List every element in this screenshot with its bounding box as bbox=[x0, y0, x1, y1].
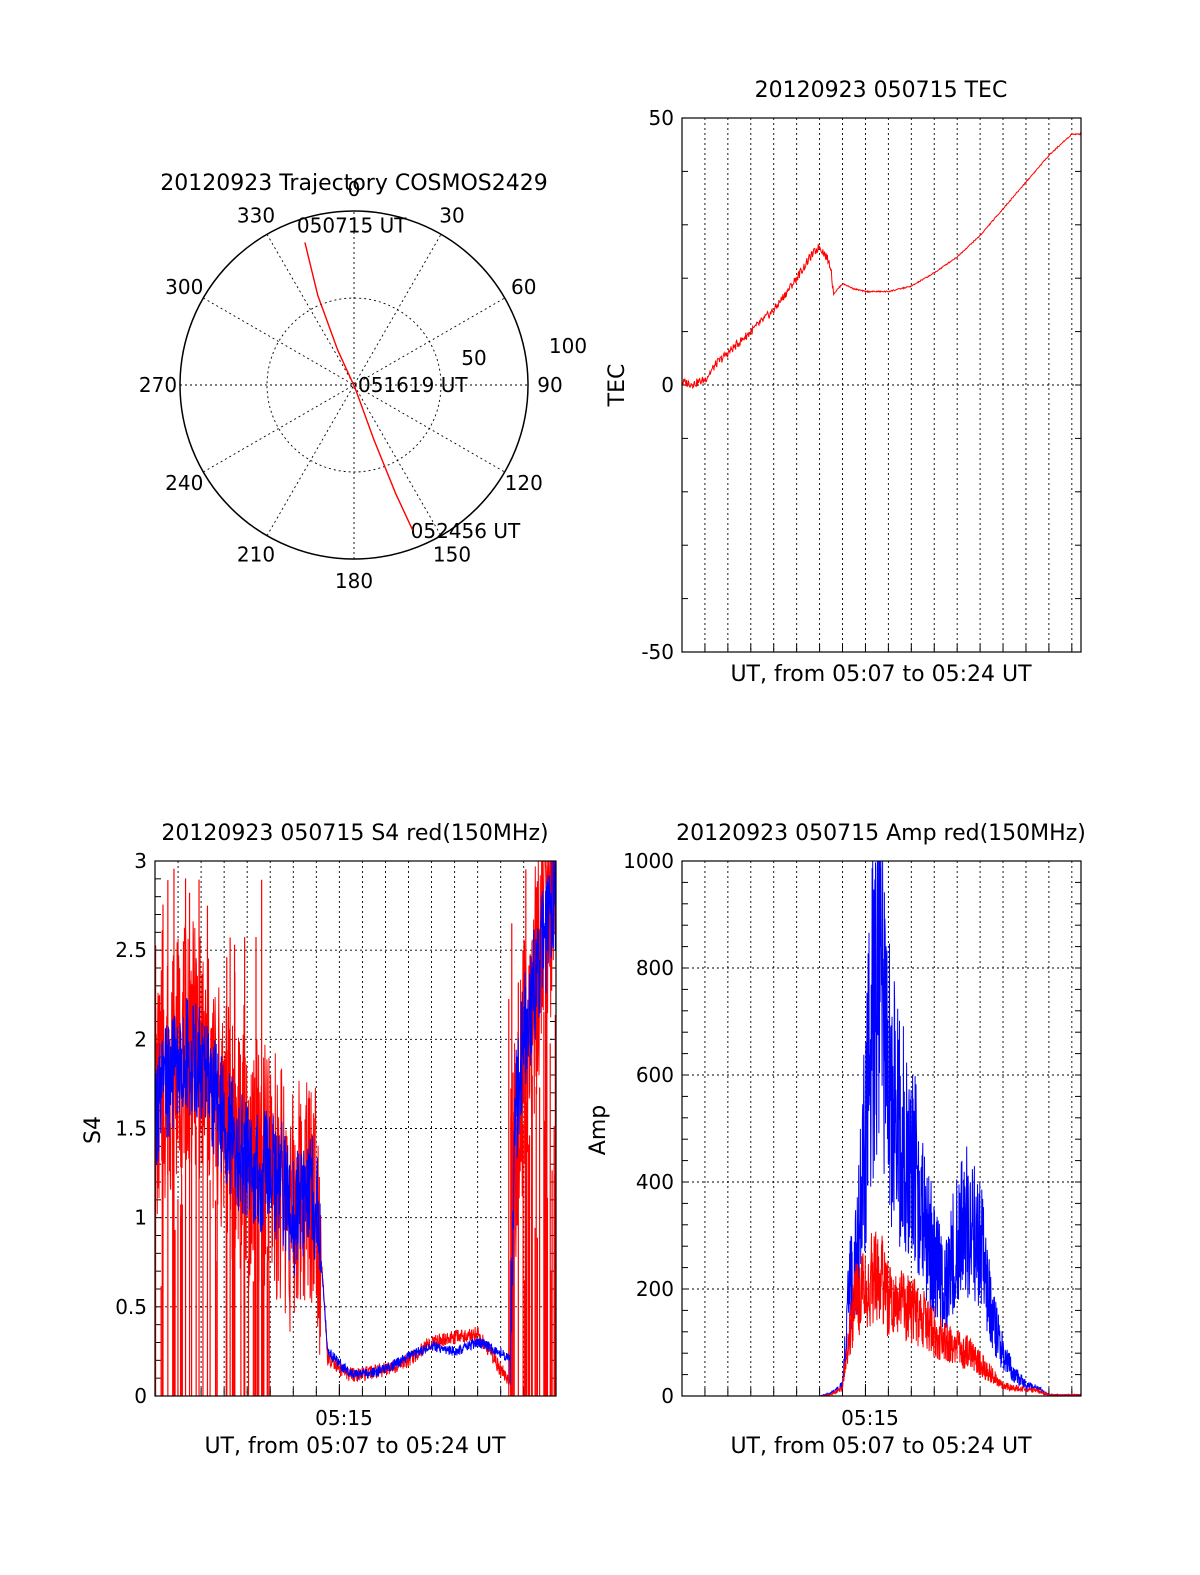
polar-azimuth-label: 60 bbox=[511, 275, 536, 299]
red-series-line bbox=[682, 1231, 1082, 1397]
s4-xtick-label: 05:15 bbox=[315, 1406, 373, 1430]
y-tick-label: -50 bbox=[641, 640, 674, 664]
polar-radial-label: 100 bbox=[549, 334, 587, 358]
y-tick-label: 0 bbox=[661, 1384, 674, 1408]
y-tick-label: 2 bbox=[134, 1027, 147, 1051]
blue-series-line bbox=[154, 860, 557, 1385]
y-tick-label: 0 bbox=[134, 1384, 147, 1408]
trajectory-time-label: 052456 UT bbox=[411, 519, 521, 543]
trajectory-time-label: 051619 UT bbox=[358, 373, 468, 397]
tec-ylabel: TEC bbox=[605, 364, 630, 408]
y-tick-label: 1.5 bbox=[115, 1117, 147, 1141]
s4-xlabel: UT, from 05:07 to 05:24 UT bbox=[204, 1434, 506, 1459]
blue-series-line bbox=[682, 860, 1082, 1398]
s4-title: 20120923 050715 S4 red(150MHz) bbox=[161, 821, 548, 846]
polar-spoke bbox=[203, 297, 505, 473]
polar-azimuth-label: 0 bbox=[348, 177, 361, 201]
amp-frame bbox=[681, 860, 1082, 1397]
trajectory-polar-plot: 20120923 Trajectory COSMOS2429 0 30 60 90 12… bbox=[139, 171, 587, 593]
y-tick-label: 600 bbox=[636, 1063, 674, 1087]
y-tick-label: 0 bbox=[661, 373, 674, 397]
polar-radial-label: 50 bbox=[461, 346, 486, 370]
tec-title: 20120923 050715 TEC bbox=[755, 78, 1008, 103]
y-tick-label: 400 bbox=[636, 1170, 674, 1194]
s4-frame bbox=[154, 860, 557, 1397]
y-tick-label: 0.5 bbox=[115, 1295, 147, 1319]
amp-title: 20120923 050715 Amp red(150MHz) bbox=[676, 821, 1086, 846]
trajectory-line bbox=[304, 242, 414, 531]
tec-xlabel: UT, from 05:07 to 05:24 UT bbox=[730, 662, 1032, 687]
tec-series-line bbox=[681, 132, 1082, 389]
s4-plot: 20120923 050715 S4 red(150MHz) S4 05:15 … bbox=[81, 821, 557, 1459]
polar-azimuth-label: 300 bbox=[165, 275, 203, 299]
polar-azimuth-label: 210 bbox=[237, 543, 275, 567]
s4-ylabel: S4 bbox=[81, 1116, 106, 1144]
trajectory-time-label: 050715 UT bbox=[297, 213, 407, 237]
polar-title: 20120923 Trajectory COSMOS2429 bbox=[160, 171, 547, 196]
polar-azimuth-label: 30 bbox=[439, 203, 464, 227]
y-tick-label: 800 bbox=[636, 956, 674, 980]
amp-xtick-label: 05:15 bbox=[841, 1406, 899, 1430]
polar-azimuth-label: 90 bbox=[537, 373, 562, 397]
polar-azimuth-label: 240 bbox=[165, 471, 203, 495]
amp-ylabel: Amp bbox=[586, 1105, 611, 1155]
tec-frame bbox=[681, 117, 1082, 653]
polar-spoke bbox=[266, 234, 442, 536]
polar-azimuth-label: 180 bbox=[335, 569, 373, 593]
polar-spoke bbox=[203, 297, 505, 473]
polar-azimuth-label: 150 bbox=[433, 543, 471, 567]
tec-plot: 20120923 050715 TEC TEC UT, from 05:07 t… bbox=[605, 78, 1082, 687]
polar-azimuth-label: 120 bbox=[505, 471, 543, 495]
amp-plot: 20120923 050715 Amp red(150MHz) Amp 05:1… bbox=[586, 821, 1086, 1459]
amp-xlabel: UT, from 05:07 to 05:24 UT bbox=[730, 1434, 1032, 1459]
y-tick-label: 1 bbox=[134, 1206, 147, 1230]
y-tick-label: 2.5 bbox=[115, 938, 147, 962]
y-tick-label: 1000 bbox=[623, 849, 674, 873]
polar-spoke bbox=[266, 234, 442, 536]
y-tick-label: 3 bbox=[134, 849, 147, 873]
y-tick-label: 50 bbox=[649, 106, 674, 130]
polar-azimuth-label: 330 bbox=[237, 203, 275, 227]
polar-azimuth-label: 270 bbox=[139, 373, 177, 397]
y-tick-label: 200 bbox=[636, 1277, 674, 1301]
